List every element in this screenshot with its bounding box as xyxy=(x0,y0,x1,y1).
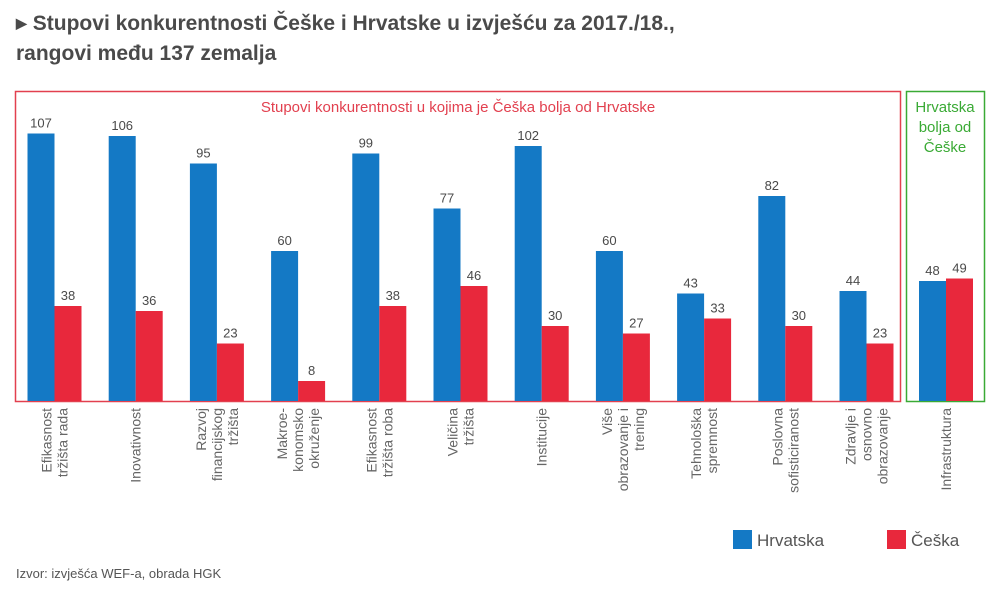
bar-hrvatska xyxy=(758,196,786,401)
bar-ceska xyxy=(866,343,894,401)
bar-hrvatska xyxy=(108,136,136,401)
data-label-hrvatska: 77 xyxy=(440,191,454,206)
bar-ceska xyxy=(460,286,488,401)
data-label-hrvatska: 106 xyxy=(111,118,133,133)
data-label-ceska: 33 xyxy=(710,301,724,316)
category-label: Tehnološkaspremnost xyxy=(688,408,720,479)
data-label-hrvatska: 48 xyxy=(925,263,939,278)
title-line-2: rangovi među 137 zemalja xyxy=(16,42,277,65)
category-label: Efikasnosttržišta roba xyxy=(363,408,395,477)
bar-hrvatska xyxy=(839,291,867,401)
triangle-right-icon: ▶ xyxy=(16,15,27,31)
bar-ceska xyxy=(379,306,407,401)
data-label-hrvatska: 95 xyxy=(196,146,210,161)
data-label-ceska: 38 xyxy=(61,288,75,303)
group-label-hrvatska-bolja-line: Češke xyxy=(924,139,967,156)
bar-hrvatska xyxy=(433,208,461,401)
bar-hrvatska xyxy=(27,133,55,401)
data-label-hrvatska: 102 xyxy=(517,128,539,143)
category-label: Inovativnost xyxy=(128,408,144,483)
data-label-ceska: 38 xyxy=(386,288,400,303)
group-label-ceska-bolja: Stupovi konkurentnosti u kojima je Češka… xyxy=(261,99,655,116)
bar-ceska xyxy=(541,326,569,401)
category-label: Poslovnasofisticiranost xyxy=(769,408,801,493)
data-label-hrvatska: 99 xyxy=(359,136,373,151)
bar-ceska xyxy=(135,311,163,401)
bar-ceska xyxy=(54,306,82,401)
bar-ceska xyxy=(216,343,244,401)
group-frame-ceska-bolja xyxy=(14,90,902,403)
data-label-ceska: 36 xyxy=(142,293,156,308)
category-label: Zdravlje iosnovnoobrazovanje xyxy=(843,408,891,484)
category-label: Višeobrazovanje itrening xyxy=(599,408,647,491)
bar-ceska xyxy=(785,326,813,401)
data-label-hrvatska: 43 xyxy=(683,276,697,291)
bar-hrvatska xyxy=(271,251,299,401)
bar-ceska xyxy=(298,381,326,401)
category-label: Efikasnosttržišta rada xyxy=(39,408,71,477)
bar-ceska xyxy=(946,278,973,401)
source-note: Izvor: izvješća WEF-a, obrada HGK xyxy=(16,566,222,581)
data-label-ceska: 49 xyxy=(952,261,966,276)
bar-ceska xyxy=(704,318,732,401)
title-line-1: ▶ Stupovi konkurentnosti Češke i Hrvatske… xyxy=(16,12,675,35)
data-label-hrvatska: 107 xyxy=(30,116,52,131)
data-label-ceska: 27 xyxy=(629,316,643,331)
legend-ceska-label: Češka xyxy=(911,531,960,550)
data-label-ceska: 8 xyxy=(308,363,315,378)
bar-hrvatska xyxy=(352,153,380,401)
category-label: Makroe-konomskookruženje xyxy=(274,408,322,472)
data-label-ceska: 23 xyxy=(873,326,887,341)
data-label-ceska: 30 xyxy=(548,308,562,323)
bar-hrvatska xyxy=(919,281,946,401)
data-label-hrvatska: 60 xyxy=(602,233,616,248)
group-label-hrvatska-bolja-line: bolja od xyxy=(919,119,972,136)
bar-hrvatska xyxy=(189,163,217,401)
legend-ceska-swatch xyxy=(887,530,906,549)
category-label: Razvojfinancijskogtržišta xyxy=(193,408,241,481)
data-label-hrvatska: 60 xyxy=(277,233,291,248)
bar-ceska xyxy=(622,333,650,401)
data-label-hrvatska: 44 xyxy=(846,273,860,288)
bar-hrvatska xyxy=(595,251,623,401)
group-label-hrvatska-bolja-line: Hrvatska xyxy=(915,99,975,116)
data-label-hrvatska: 82 xyxy=(765,178,779,193)
category-label: Infrastruktura xyxy=(938,408,954,491)
data-label-ceska: 23 xyxy=(223,326,237,341)
legend-hrvatska-swatch xyxy=(733,530,752,549)
data-label-ceska: 46 xyxy=(467,268,481,283)
bar-hrvatska xyxy=(677,293,705,401)
legend-hrvatska-label: Hrvatska xyxy=(757,531,825,550)
category-label: Institucije xyxy=(534,408,550,467)
group-frame-hrvatska-bolja xyxy=(905,90,986,403)
data-label-ceska: 30 xyxy=(792,308,806,323)
bar-hrvatska xyxy=(514,146,542,401)
chart-title: ▶ Stupovi konkurentnosti Češke i Hrvatske… xyxy=(16,8,976,69)
category-label: Veličinatržišta xyxy=(445,408,477,456)
